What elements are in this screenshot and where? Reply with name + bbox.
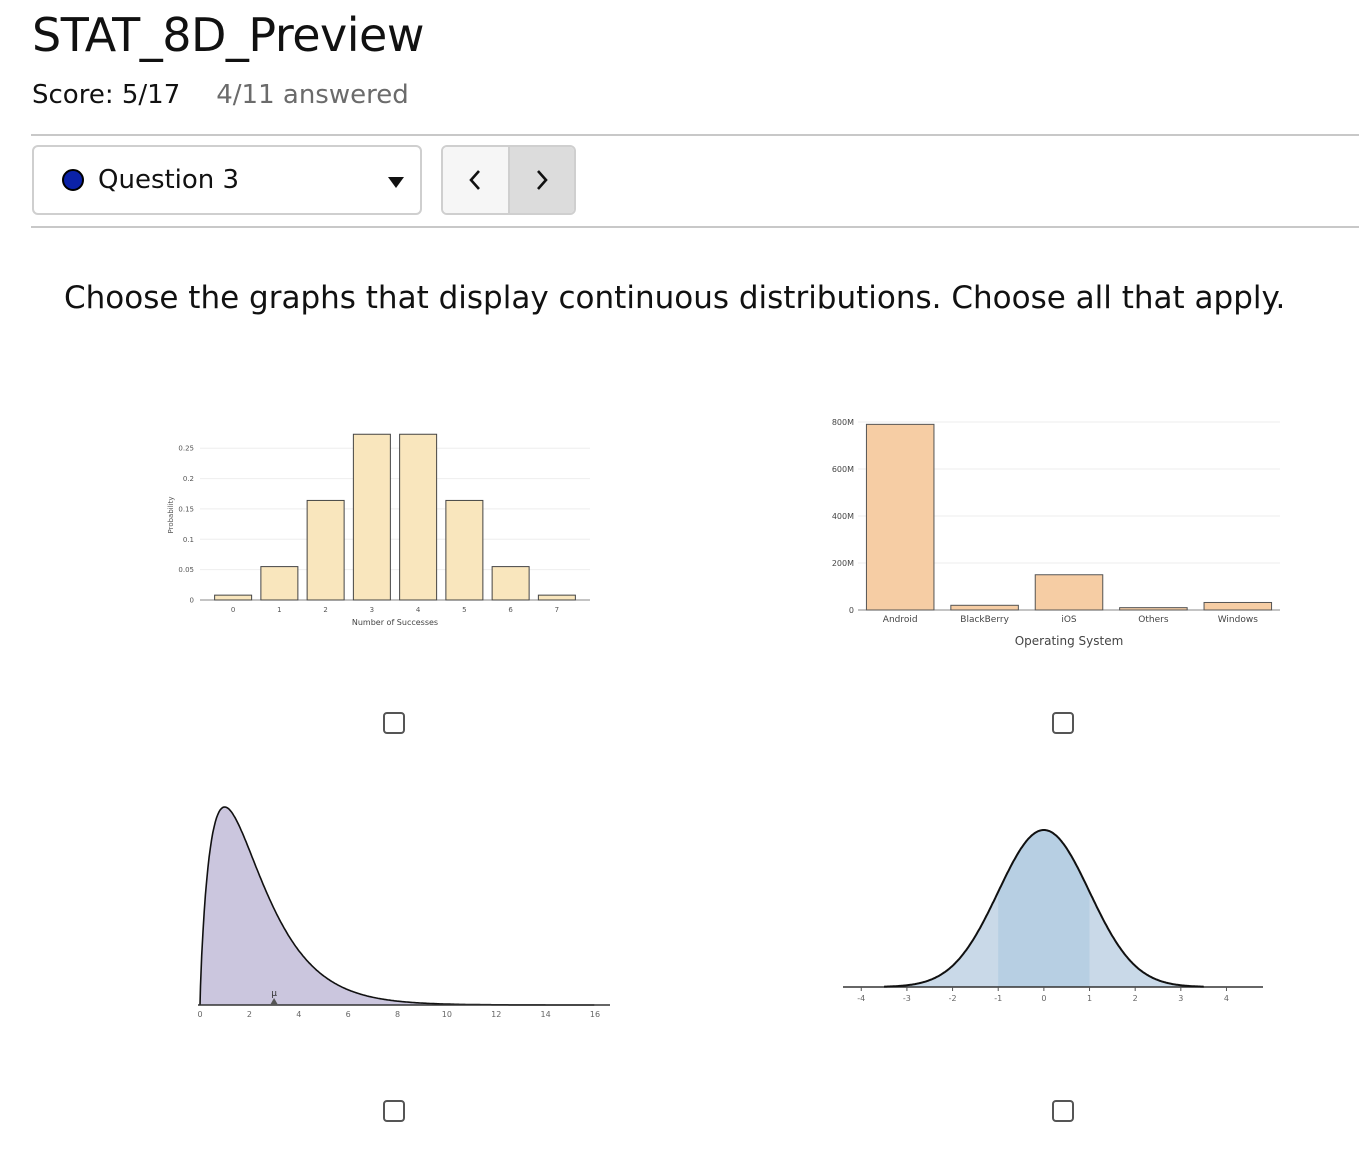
chart-normal-density: -4 -3 -2 -1 0 1 2 3 4 [843, 829, 1263, 1003]
divider [31, 226, 1359, 228]
x-tick-label: 2 [247, 1010, 252, 1019]
choice-checkbox-2[interactable] [1052, 712, 1074, 734]
answered-count: 4/11 answered [216, 80, 409, 110]
bar [260, 566, 299, 601]
page-title: STAT_8D_Preview [32, 8, 424, 62]
choice-checkbox-4[interactable] [1052, 1100, 1074, 1122]
y-axis-label: Probability [167, 496, 175, 533]
y-tick-label: 0 [849, 606, 854, 615]
question-nav-buttons [441, 145, 576, 215]
density-curve [883, 829, 1204, 988]
choice-checkbox-3[interactable] [383, 1100, 405, 1122]
x-tick-label: 0 [1041, 994, 1046, 1003]
chart-binomial: 0 0.05 0.1 0.15 0.2 0.25 0 1 2 3 4 5 6 7 Number of Suc… [167, 433, 590, 627]
y-tick-label: 600M [832, 465, 854, 474]
x-tick-label: 12 [491, 1010, 501, 1019]
x-tick-label: -2 [949, 994, 957, 1003]
y-tick-label: 0.2 [183, 475, 194, 483]
question-prompt: Choose the graphs that display continuou… [64, 280, 1286, 316]
x-tick-label: 16 [590, 1010, 600, 1019]
chevron-left-icon [469, 170, 481, 190]
x-tick-label: 10 [442, 1010, 452, 1019]
y-tick-label: 0 [190, 597, 194, 605]
bar [865, 423, 935, 611]
divider [31, 134, 1359, 136]
score-row: Score: 5/17 4/11 answered [32, 80, 409, 110]
density-area [200, 807, 595, 1005]
bar [537, 594, 576, 601]
chevron-right-icon [536, 170, 548, 190]
x-tick-label: 7 [555, 606, 559, 614]
caret-down-icon [388, 177, 404, 188]
x-tick-label: 4 [296, 1010, 301, 1019]
x-tick-label: 0 [197, 1010, 202, 1019]
bar [445, 499, 484, 601]
x-tick-label: -1 [994, 994, 1002, 1003]
choice-checkbox-1[interactable] [383, 712, 405, 734]
y-tick-label: 0.15 [178, 505, 194, 513]
x-tick-label: -3 [903, 994, 911, 1003]
y-tick-label: 0.1 [183, 536, 194, 544]
x-tick-label: -4 [857, 994, 865, 1003]
x-tick-label: 6 [508, 606, 513, 614]
x-tick-label: 3 [1178, 994, 1183, 1003]
next-question-button[interactable] [509, 147, 574, 213]
x-tick-label: 6 [346, 1010, 351, 1019]
score-text: Score: 5/17 [32, 80, 181, 110]
bar [306, 499, 345, 601]
y-tick-label: 800M [832, 418, 854, 427]
x-axis-label: Operating System [1015, 634, 1124, 648]
bar [491, 566, 530, 601]
x-tick-label: iOS [1061, 615, 1077, 625]
x-tick-label: BlackBerry [960, 615, 1009, 625]
x-tick-label: Windows [1218, 615, 1258, 625]
bar [1034, 574, 1104, 611]
density-inner-area [998, 830, 1090, 987]
x-tick-label: Others [1138, 615, 1169, 625]
mean-marker-icon [270, 998, 279, 1005]
x-tick-label: 4 [416, 606, 421, 614]
x-tick-label: 1 [277, 606, 281, 614]
x-tick-label: 4 [1224, 994, 1229, 1003]
mean-marker-label: μ [271, 989, 277, 999]
bar [399, 433, 438, 601]
bar [950, 604, 1019, 611]
bar [1119, 607, 1188, 611]
x-tick-label: 8 [395, 1010, 400, 1019]
x-tick-label: 1 [1087, 994, 1092, 1003]
x-tick-label: 2 [1133, 994, 1138, 1003]
y-tick-label: 0.05 [178, 566, 194, 574]
y-tick-label: 200M [832, 559, 854, 568]
x-tick-label: 3 [370, 606, 374, 614]
x-tick-label: 0 [231, 606, 235, 614]
bar [1203, 601, 1273, 611]
chart-operating-system: 0 200M 400M 600M 800M Android BlackBerry iOS Oth… [832, 418, 1280, 648]
x-tick-label: Android [883, 615, 918, 625]
y-tick-label: 400M [832, 512, 854, 521]
question-selector[interactable]: Question 3 [32, 145, 422, 215]
y-tick-label: 0.25 [178, 445, 194, 453]
x-tick-label: 5 [462, 606, 466, 614]
chart-skewed-density: 0 2 4 6 8 10 12 14 16 μ [197, 806, 610, 1019]
question-selector-label: Question 3 [98, 165, 240, 195]
question-status-dot [62, 169, 84, 191]
bar [352, 433, 391, 601]
bar [214, 594, 253, 601]
x-axis-label: Number of Successes [352, 618, 438, 627]
x-tick-label: 2 [323, 606, 327, 614]
x-tick-label: 14 [541, 1010, 551, 1019]
previous-question-button[interactable] [443, 147, 510, 213]
